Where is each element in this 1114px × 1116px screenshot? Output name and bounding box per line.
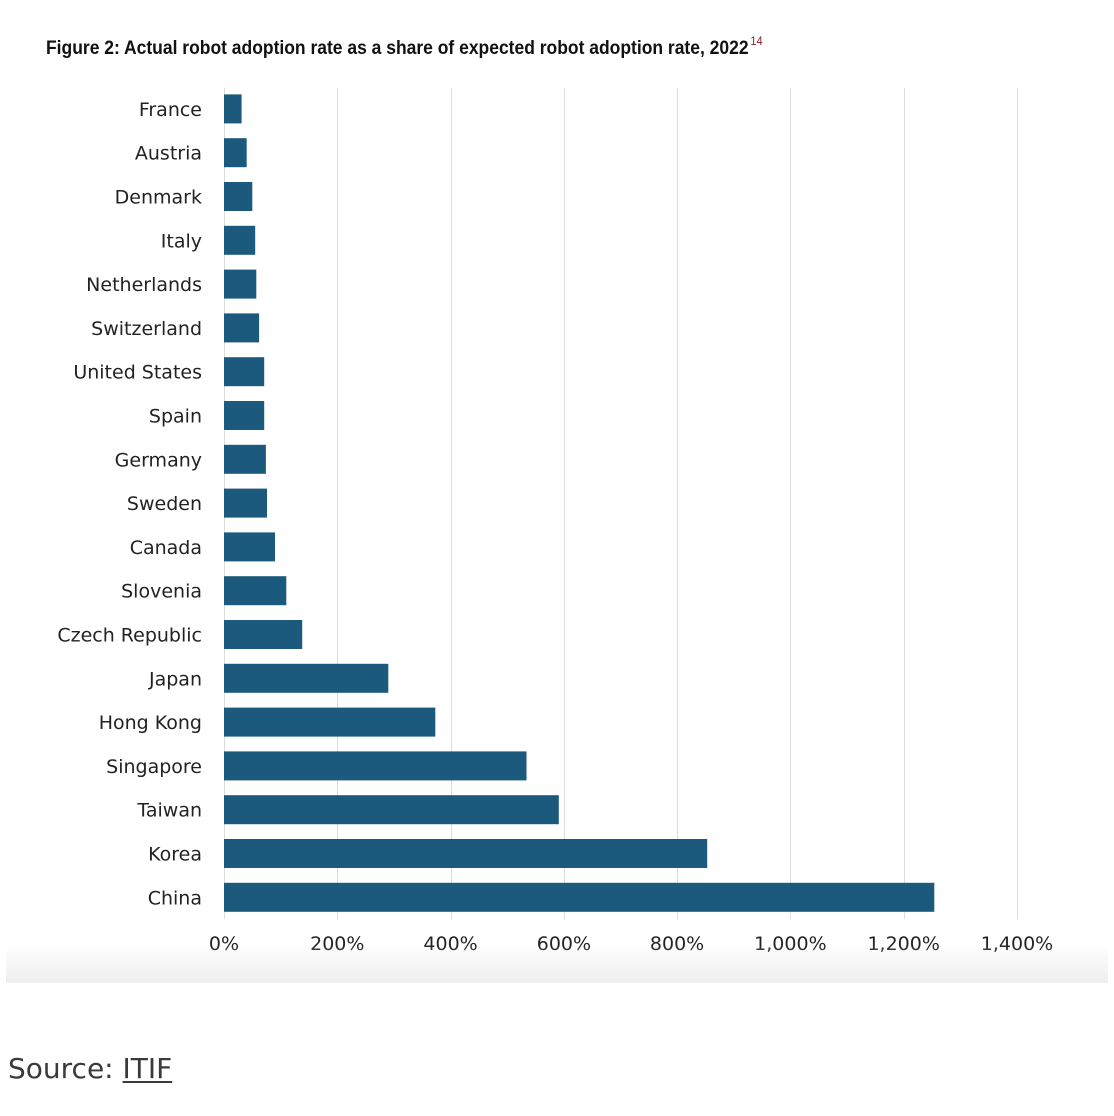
bar[interactable] <box>224 225 256 255</box>
category-label: Austria <box>135 143 202 165</box>
figure-bottom-shadow <box>6 945 1108 983</box>
category-label: Slovenia <box>121 581 202 603</box>
category-label: Czech Republic <box>57 625 202 647</box>
source-label: Source: <box>8 1052 114 1085</box>
category-label: Korea <box>148 844 202 866</box>
bar[interactable] <box>224 313 260 343</box>
bar[interactable] <box>224 839 708 868</box>
category-label: Netherlands <box>86 274 202 296</box>
bar[interactable] <box>224 269 257 299</box>
bar[interactable] <box>224 138 247 168</box>
category-label: Japan <box>148 668 202 690</box>
category-label: France <box>139 99 202 121</box>
bar[interactable] <box>224 357 265 387</box>
category-label: Sweden <box>127 493 202 515</box>
category-label: Taiwan <box>136 800 202 822</box>
bar[interactable] <box>224 401 265 430</box>
chart-title: Figure 2: Actual robot adoption rate as … <box>46 34 763 60</box>
bar[interactable] <box>224 444 266 474</box>
source-line: Source: ITIF <box>8 1052 172 1085</box>
category-label: Canada <box>130 537 202 559</box>
category-label: Italy <box>161 230 202 252</box>
category-label: Hong Kong <box>99 712 202 734</box>
bar[interactable] <box>224 663 389 693</box>
bar[interactable] <box>224 620 303 649</box>
bar-chart: France Austria Denmark Italy Netherlands Swit… <box>57 88 1053 955</box>
bar[interactable] <box>224 94 242 124</box>
category-label: Denmark <box>115 187 202 209</box>
source-link[interactable]: ITIF <box>122 1052 173 1085</box>
bar[interactable] <box>224 182 253 211</box>
bar[interactable] <box>224 751 527 781</box>
bar[interactable] <box>224 532 275 562</box>
category-label: United States <box>73 362 202 384</box>
category-label: Spain <box>149 406 202 428</box>
chart-figure: Figure 2: Actual robot adoption rate as … <box>6 34 1108 983</box>
bar[interactable] <box>224 882 935 912</box>
chart-title-text: Figure 2: Actual robot adoption rate as … <box>46 38 749 59</box>
footnote-reference[interactable]: 14 <box>750 34 763 48</box>
category-label: Germany <box>115 449 202 471</box>
category-label: Singapore <box>106 756 202 778</box>
bar[interactable] <box>224 576 287 606</box>
category-label: Switzerland <box>91 318 202 340</box>
category-label: China <box>148 887 202 909</box>
bar[interactable] <box>224 795 559 825</box>
bar[interactable] <box>224 488 267 518</box>
bar[interactable] <box>224 707 436 737</box>
